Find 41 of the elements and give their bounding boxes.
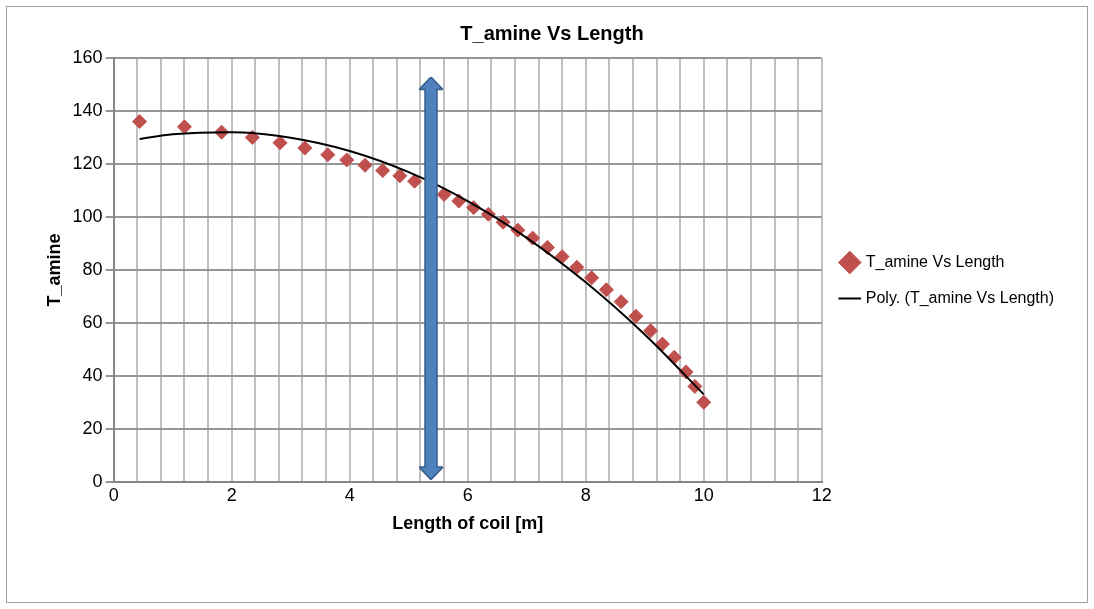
point xyxy=(339,152,355,168)
x-tick-label: 8 xyxy=(580,484,591,505)
x-tick-label: 0 xyxy=(108,484,119,505)
y-tick-label: 60 xyxy=(82,311,103,332)
y-tick-label: 20 xyxy=(82,417,103,438)
legend-label: T_amine Vs Length xyxy=(865,252,1005,271)
point xyxy=(407,173,423,189)
point xyxy=(272,135,288,151)
point xyxy=(584,270,600,286)
point xyxy=(132,114,148,130)
point xyxy=(176,119,192,135)
point xyxy=(297,140,313,156)
point xyxy=(598,282,614,298)
y-axis-title: T_amine xyxy=(43,233,64,307)
y-tick-label: 100 xyxy=(72,205,103,226)
y-tick-label: 120 xyxy=(72,152,103,173)
x-tick-label: 4 xyxy=(344,484,355,505)
point xyxy=(436,186,452,202)
point xyxy=(554,249,570,265)
y-tick-label: 0 xyxy=(92,470,103,491)
point xyxy=(357,157,373,173)
point xyxy=(613,294,629,310)
y-tick-label: 40 xyxy=(82,364,103,385)
chart-title: T_amine Vs Length xyxy=(460,21,644,44)
x-tick-label: 12 xyxy=(811,484,832,505)
point xyxy=(392,168,408,184)
y-tick-label: 140 xyxy=(72,99,103,120)
legend-label: Poly. (T_amine Vs Length) xyxy=(865,288,1054,307)
y-tick-label: 80 xyxy=(82,258,103,279)
point xyxy=(569,259,585,275)
x-tick-label: 2 xyxy=(226,484,237,505)
point xyxy=(696,394,712,410)
point xyxy=(320,147,336,163)
point xyxy=(654,336,670,352)
y-tick-label: 160 xyxy=(72,46,103,67)
x-tick-label: 6 xyxy=(462,484,473,505)
point xyxy=(643,323,659,339)
x-tick-label: 10 xyxy=(693,484,714,505)
point xyxy=(375,163,391,179)
x-axis-title: Length of coil [m] xyxy=(392,513,544,534)
point xyxy=(628,308,644,324)
